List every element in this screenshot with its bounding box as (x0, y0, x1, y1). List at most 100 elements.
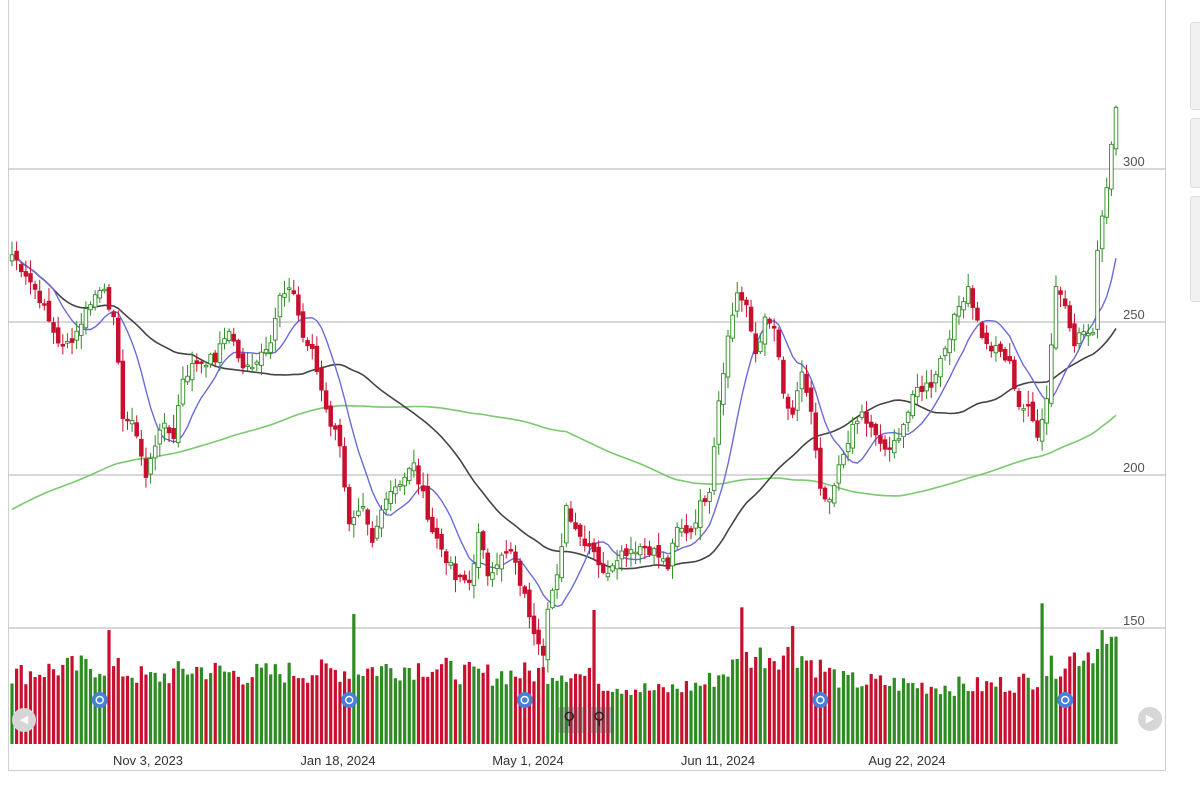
candle-body (476, 532, 481, 568)
candle-body (919, 385, 925, 392)
candle-body (661, 558, 666, 562)
candle-body (536, 629, 541, 645)
volume-bar (190, 673, 194, 744)
volume-bar (703, 684, 707, 744)
candle (425, 473, 430, 523)
candle-body (152, 445, 158, 459)
candle (850, 416, 855, 455)
candle-body (407, 468, 412, 482)
candle-body (841, 453, 846, 466)
candle-body (32, 283, 38, 290)
volume-bar (79, 655, 83, 744)
volume-bar (1058, 676, 1063, 744)
event-marker[interactable] (341, 692, 358, 708)
volume-bar (218, 665, 222, 744)
candle (938, 355, 943, 387)
candle-body (956, 306, 962, 317)
volume-bar (804, 660, 809, 744)
volume-bar (536, 668, 541, 744)
candle (314, 336, 320, 375)
event-badge-icon (812, 692, 829, 708)
candle (1072, 313, 1077, 353)
candle-body (499, 554, 504, 570)
candle (559, 533, 564, 583)
zoom-in-button[interactable] (558, 707, 584, 733)
price-candles (9, 105, 1119, 673)
candle-body (166, 427, 172, 434)
candle (818, 437, 823, 496)
candle-body (633, 551, 638, 555)
candle (522, 585, 527, 599)
volume-bar (869, 674, 873, 744)
side-panel-tab[interactable] (1190, 196, 1200, 302)
candle (928, 369, 934, 398)
volume-bar (1035, 687, 1040, 744)
candle (69, 327, 75, 355)
candle-body (148, 458, 153, 475)
volume-bar (342, 671, 347, 744)
candle (439, 528, 444, 558)
zoom-out-button[interactable] (588, 707, 614, 733)
volume-bar (42, 677, 46, 744)
candle (420, 472, 426, 499)
volume-bar (213, 662, 217, 744)
candle (564, 503, 569, 548)
candle-body (670, 542, 675, 567)
candle (873, 422, 879, 446)
event-markers[interactable] (91, 692, 1074, 708)
volume-bar (273, 664, 277, 744)
candle (998, 341, 1003, 358)
event-marker[interactable] (516, 692, 533, 708)
grid-lines (8, 168, 1166, 629)
candle-body (818, 447, 823, 489)
candle-body (1039, 419, 1045, 442)
event-marker[interactable] (1057, 692, 1074, 708)
candle-body (850, 423, 855, 449)
candle-body (314, 345, 320, 373)
candle-body (734, 292, 740, 312)
volume-bar (740, 607, 744, 744)
candle-body (785, 396, 791, 409)
candle (688, 525, 694, 540)
side-panel-tab[interactable] (1190, 22, 1200, 110)
volume-bar (1082, 660, 1086, 744)
volume-bar (481, 672, 485, 744)
volume-bar (606, 690, 610, 744)
candle (661, 551, 666, 565)
candle-body (240, 353, 246, 369)
candle-body (642, 545, 648, 549)
event-marker[interactable] (91, 692, 108, 708)
candle (799, 360, 805, 403)
volume-bar (851, 672, 855, 744)
candle (189, 351, 195, 392)
side-panel-tab[interactable] (1190, 118, 1200, 188)
volume-bar (546, 683, 550, 744)
event-marker[interactable] (812, 692, 829, 708)
volume-bar (966, 691, 970, 744)
candle (1007, 343, 1013, 365)
candle-body (490, 572, 495, 580)
event-glyph-icon (95, 695, 104, 705)
candle (222, 327, 227, 350)
candle-body (753, 333, 758, 355)
scroll-left-button[interactable]: ◀ (12, 708, 36, 732)
y-tick-label: 200 (1123, 460, 1145, 475)
volume-bar (444, 657, 448, 744)
candle (892, 429, 897, 459)
volume-bar (287, 662, 291, 744)
volume-bar (306, 682, 310, 744)
volume-bar (181, 668, 185, 744)
volume-bar (1105, 643, 1109, 744)
candle-body (351, 517, 357, 526)
candle (1076, 327, 1082, 350)
volume-bar (495, 678, 499, 744)
scroll-right-button[interactable]: ▶ (1138, 707, 1162, 731)
candle (217, 331, 223, 371)
candle (707, 487, 712, 514)
candle-body (494, 564, 500, 569)
candle (1002, 346, 1008, 363)
volume-bar (292, 675, 296, 744)
event-badge-icon (341, 692, 358, 708)
candle (1109, 141, 1114, 197)
